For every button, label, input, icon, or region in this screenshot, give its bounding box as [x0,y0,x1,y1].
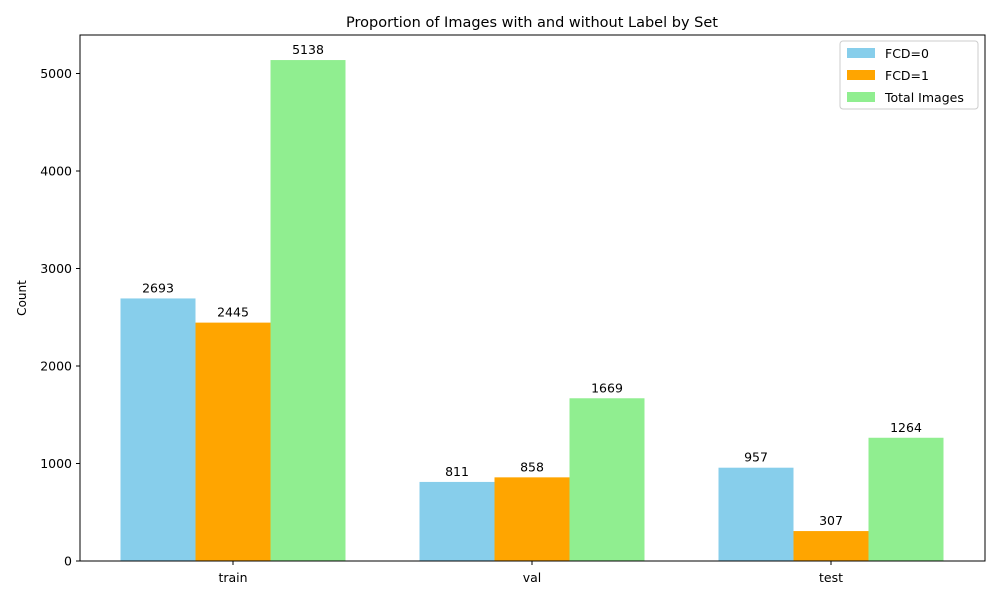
bar [419,481,495,561]
data-label: 811 [445,464,469,479]
bar [195,322,271,561]
data-label: 1669 [591,380,623,395]
data-label: 858 [520,459,544,474]
bar [270,60,346,561]
bar [868,437,944,561]
x-tick-label: val [523,570,542,585]
chart-title: Proportion of Images with and without La… [346,15,718,31]
y-axis-label: Count [15,280,29,316]
y-tick-label: 4000 [40,164,72,179]
legend-swatch [847,48,875,58]
data-label: 307 [819,513,843,528]
legend-label: Total Images [884,90,964,105]
data-label: 957 [744,450,768,465]
y-tick-label: 1000 [40,456,72,471]
legend-swatch [847,70,875,80]
y-tick-label: 3000 [40,261,72,276]
bar [718,467,794,561]
bar [569,398,645,561]
bar [120,298,196,561]
y-tick-label: 2000 [40,359,72,374]
bar [494,477,570,561]
legend-label: FCD=1 [885,68,929,83]
legend: FCD=0 FCD=1 Total Images [839,40,979,110]
y-tick-label: 5000 [40,66,72,81]
data-label: 5138 [292,42,324,57]
x-tick-label: test [819,570,843,585]
bar [793,531,869,561]
y-tick-label: 0 [64,554,72,569]
x-tick-label: train [218,570,247,585]
data-label: 1264 [890,420,922,435]
plot-area: 2693 811 957 2445 858 307 5138 1669 1264 0 1000 200… [40,34,986,585]
data-label: 2693 [142,280,174,295]
legend-swatch [847,92,875,102]
data-label: 2445 [217,305,249,320]
legend-label: FCD=0 [885,46,929,61]
